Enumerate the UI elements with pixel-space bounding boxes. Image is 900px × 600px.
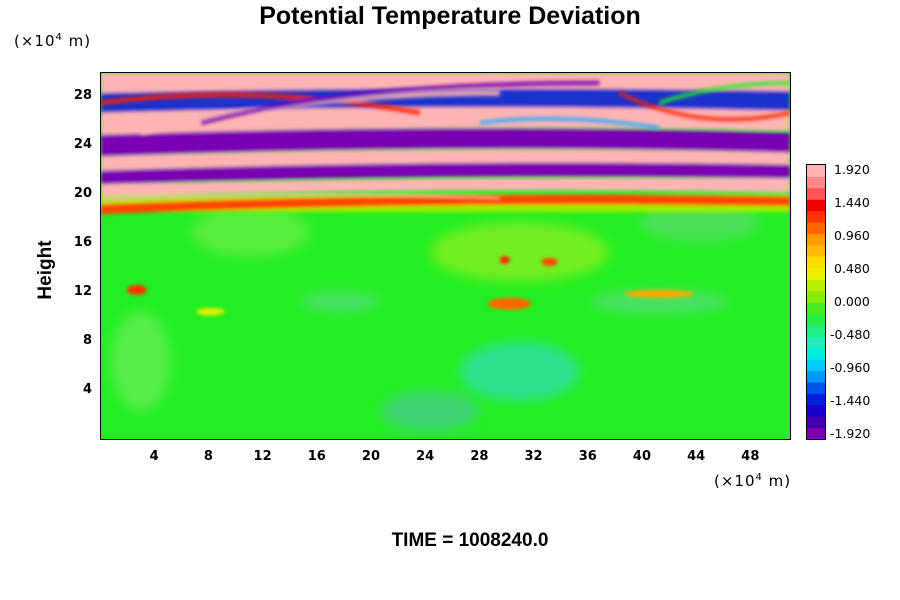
colorbar-tick-label: 0.480 [834,261,870,276]
warm-spots [126,256,695,316]
colorbar-tick-label: 0.960 [834,228,870,243]
colorbar-tick-label: -1.440 [830,393,871,408]
x-tick-label: 8 [203,449,213,464]
y-unit-label: (×104 m) [14,32,92,50]
y-tick-label: 28 [73,87,92,103]
colorbar-segment [807,370,825,383]
colorbar-segment [807,427,825,439]
x-tick-label: 12 [253,449,272,464]
y-tick-label: 20 [73,185,92,201]
colorbar-segment [807,187,825,200]
colorbar-tick-label: -0.960 [830,360,871,375]
colorbar-segment [807,267,825,280]
x-tick-label: 40 [632,449,651,464]
x-tick-label: 48 [741,449,760,464]
x-tick-label: 16 [307,449,326,464]
colorbar-segment [807,256,825,269]
y-tick-label: 12 [73,283,92,299]
x-tick-label: 36 [578,449,597,464]
y-tick-label: 16 [73,234,92,250]
colorbar-segment [807,302,825,314]
colorbar-tick-label: 1.440 [834,195,870,210]
colorbar-segment [807,244,825,257]
x-tick-label: 28 [470,449,489,464]
colorbar-segment [807,336,825,349]
colorbar-segment [807,233,825,246]
time-label: TIME = 1008240.0 [391,530,549,551]
colorbar-segment [807,359,825,371]
x-tick-label: 44 [687,449,706,464]
colorbar-tick-label: 0.000 [834,294,870,309]
colorbar-segment [807,210,825,223]
colorbar-segment [807,347,825,360]
colorbar-segment [807,279,825,292]
colorbar-segment [807,393,825,406]
colorbar-segment [807,313,825,326]
colorbar-segment [807,199,825,212]
colorbar-segment [807,381,825,394]
colorbar-tick-label: 1.920 [834,162,870,177]
chart-title: Potential Temperature Deviation [259,2,641,30]
colorbar-segment [807,324,825,337]
colorbar-segment [807,404,825,417]
x-tick-label: 24 [416,449,435,464]
colorbar-tick-label: -1.920 [830,426,871,441]
colorbar-segment [807,290,825,303]
colorbar-segment [807,176,825,189]
y-axis-label: Height [35,240,56,300]
x-tick-label: 20 [361,449,381,464]
y-tick-label: 24 [73,136,92,152]
wave-streaks [101,80,790,202]
colorbar-segment [807,222,825,234]
colorbar [806,164,826,440]
heatmap-plot [100,72,791,440]
y-tick-label: 4 [82,381,92,397]
x-tick-label: 4 [149,449,159,464]
colorbar-segment [807,416,825,429]
x-unit-label: (×104 m) [714,472,792,490]
colorbar-tick-label: -0.480 [830,327,871,342]
colorbar-segment [807,165,825,177]
y-tick-label: 8 [82,332,92,348]
x-tick-label: 32 [524,449,543,464]
